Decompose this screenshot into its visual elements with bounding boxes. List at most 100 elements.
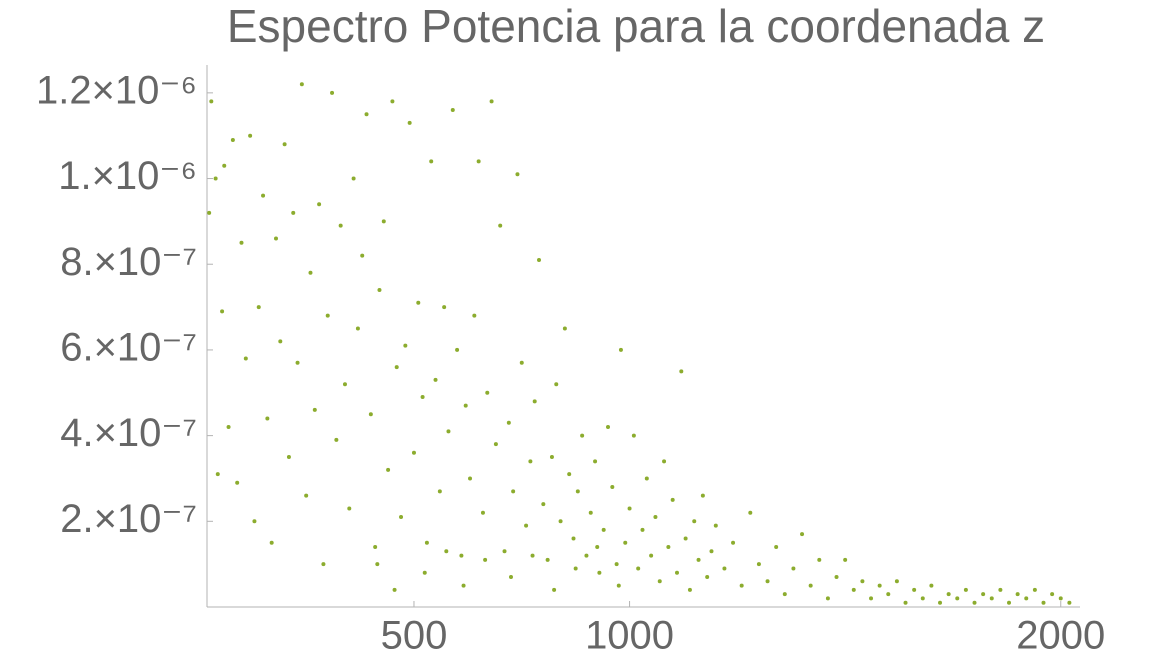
point [338,223,343,228]
point [213,176,218,181]
point [554,382,559,387]
point [476,159,481,164]
point [920,596,925,601]
point [399,515,404,520]
point [683,536,688,541]
point [748,510,753,515]
point [483,557,488,562]
point [360,253,365,258]
point [420,395,425,400]
point [851,587,856,592]
point [256,305,261,310]
point [209,99,214,104]
point [644,476,649,481]
point [1007,600,1012,605]
point [614,562,619,567]
point [390,99,395,104]
point [493,442,498,447]
point [530,553,535,558]
point [226,425,231,430]
point [597,570,602,575]
point [424,540,429,545]
point [524,523,529,528]
x-tick-label: 1000 [585,614,674,658]
point [511,489,516,494]
point [584,553,589,558]
x-tick-label: 2000 [1016,614,1105,658]
point [403,343,408,348]
point [571,536,576,541]
point [235,480,240,485]
point [291,210,296,215]
point [946,592,951,597]
point [422,570,427,575]
point [295,360,300,365]
point [351,176,356,181]
point [782,592,787,597]
point [894,579,899,584]
point [215,472,220,477]
point [373,545,378,550]
point [1032,587,1037,592]
point [869,596,874,601]
point [261,193,266,198]
point [537,257,542,262]
point [903,600,908,605]
point [981,592,986,597]
y-tick-label: 8.×10⁻⁷ [60,240,197,284]
point [1050,592,1055,597]
point [394,365,399,370]
point [459,553,464,558]
point [756,562,761,567]
point [528,459,533,464]
point [444,549,449,554]
point [1058,596,1063,601]
point [446,429,451,434]
point [407,120,412,125]
point [485,390,490,395]
point [265,416,270,421]
point [308,270,313,275]
point [618,347,623,352]
point [623,540,628,545]
point [364,112,369,117]
point [355,326,360,331]
point [239,240,244,245]
point [299,82,304,87]
point [662,459,667,464]
point [222,163,227,168]
point [282,142,287,147]
point [825,596,830,601]
y-tick-label: 4.×10⁻⁷ [60,411,197,455]
point [375,562,380,567]
point [808,583,813,588]
point [640,527,645,532]
point [519,360,524,365]
point [342,382,347,387]
point [705,575,710,580]
point [552,587,557,592]
point [1067,600,1072,605]
point [368,412,373,417]
point [817,557,822,562]
point [377,287,382,292]
point [636,566,641,571]
point [437,489,442,494]
point [606,425,611,430]
point [595,545,600,550]
point [450,107,455,112]
point [713,523,718,528]
point [657,579,662,584]
point [627,506,632,511]
point [791,566,796,571]
point [593,459,598,464]
point [330,90,335,95]
point [334,437,339,442]
point [877,583,882,588]
point [1024,596,1029,601]
point [722,566,727,571]
point [498,223,503,228]
point [731,540,736,545]
point [580,433,585,438]
